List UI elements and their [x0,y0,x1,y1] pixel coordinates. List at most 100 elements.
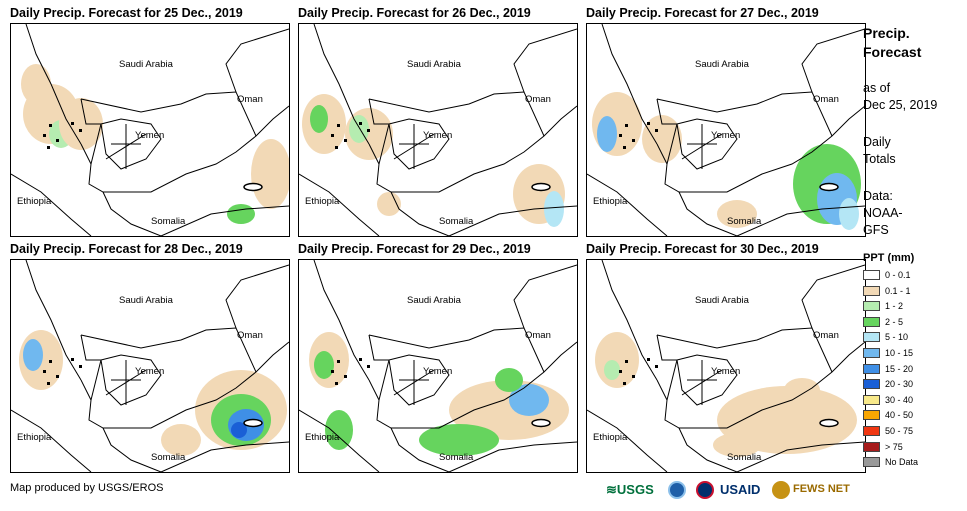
boundary-line [393,360,435,405]
boundary-line [801,28,865,93]
precip-area [251,139,289,209]
boundary-line [11,409,92,472]
legend-label: 5 - 10 [885,332,909,343]
legend-item: > 75 [863,441,963,455]
island-dot [71,122,74,125]
boundary-line [225,264,289,329]
panel-title: Daily Precip. Forecast for 28 Dec., 2019 [10,242,243,256]
legend-swatch [863,285,880,296]
boundary-line [656,334,678,401]
boundary-line [80,341,289,429]
boundary-line [601,260,658,381]
map-svg [299,24,577,236]
precip-area [310,105,328,133]
precip-area [419,424,499,456]
island-dot [79,365,82,368]
data-line: GFS [863,223,889,237]
boundary-line [736,441,865,472]
data-source: Data: NOAA- GFS [863,188,903,239]
boundary-line [368,98,390,165]
precip-area [717,200,757,228]
forecast-panel-2: Daily Precip. Forecast for 26 Dec., 2019… [298,6,578,238]
island-dot [47,146,50,149]
legend-swatch [863,457,880,468]
usgs-logo-text: USGS [616,482,654,497]
island-dot [625,124,628,127]
precip-area [161,424,201,456]
label-somalia: Somalia [151,452,186,463]
precip-area [784,378,820,402]
precip-area [59,98,103,150]
island-dot [47,382,50,385]
data-line: NOAA- [863,206,903,220]
label-ethiopia: Ethiopia [593,432,628,443]
legend-item: 1 - 2 [863,300,963,314]
island-dot [331,134,334,137]
boundary-line [313,260,370,381]
boundary-line [80,91,257,137]
legend-label: 2 - 5 [885,316,904,327]
label-saudi-arabia: Saudi Arabia [695,295,749,306]
island-dot [632,375,635,378]
label-saudi-arabia: Saudi Arabia [119,295,173,306]
legend-swatch [863,348,880,358]
island-dot [344,375,347,378]
label-somalia: Somalia [727,216,762,227]
legend-label: 50 - 75 [885,426,914,436]
legend-item: 50 - 75 [863,425,963,439]
boundary-line [100,118,162,170]
boundary-line [25,24,82,145]
boundary-line [388,118,450,170]
boundary-line [299,173,380,236]
label-yemen: Yemen [135,366,165,377]
island-dot [56,375,59,378]
precip-area [839,198,859,230]
legend-swatch [863,379,880,390]
legend-label: 15 - 20 [885,363,914,374]
legend-item: 0 - 0.1 [863,269,963,283]
island-dot [43,370,46,373]
usaid-seal-icon [696,481,714,499]
precip-area [713,433,761,457]
boundary-line [105,124,147,169]
boundary-line [801,264,865,329]
boundary-line [11,173,92,236]
precip-map: Saudi Arabia Oman Yemen Ethiopia Somalia [586,23,866,237]
boundary-line [587,409,668,472]
label-oman: Oman [813,94,839,105]
precip-area [227,204,255,224]
island-dot [359,122,362,125]
boundary-line [368,91,545,137]
label-somalia: Somalia [439,452,474,463]
legend-label: 1 - 2 [885,301,904,312]
label-oman: Oman [525,330,551,341]
boundary-line [102,427,162,472]
fews-net-emblem-icon [772,481,790,499]
panel-title: Daily Precip. Forecast for 30 Dec., 2019 [586,242,819,256]
legend-swatch [863,441,880,452]
boundary-line [105,360,147,405]
boundary-line [736,205,865,236]
legend-item: 2 - 5 [863,316,963,330]
island-dot [625,360,628,363]
boundary-line [368,327,545,373]
heading-line: Precip. [863,25,910,41]
precip-map: Saudi Arabia Oman Yemen Ethiopia Somalia [298,259,578,473]
legend-item: 40 - 50 [863,409,963,423]
forecast-panel-1: Daily Precip. Forecast for 25 Dec., 2019… [10,6,290,238]
boundary-line [388,354,450,406]
label-oman: Oman [525,94,551,105]
label-somalia: Somalia [151,216,186,227]
boundary-line [513,264,577,329]
boundary-line [601,24,658,145]
forecast-panel-3: Daily Precip. Forecast for 27 Dec., 2019… [586,6,866,238]
island-dot [655,365,658,368]
sidebar-heading: Precip. Forecast [863,24,921,62]
label-somalia: Somalia [439,216,474,227]
island-dot [49,124,52,127]
as-of-date: as of Dec 25, 2019 [863,80,937,114]
map-svg [587,260,865,472]
island-dot [344,139,347,142]
legend-swatch [863,316,880,327]
forecast-panel-5: Daily Precip. Forecast for 29 Dec., 2019… [298,242,578,474]
